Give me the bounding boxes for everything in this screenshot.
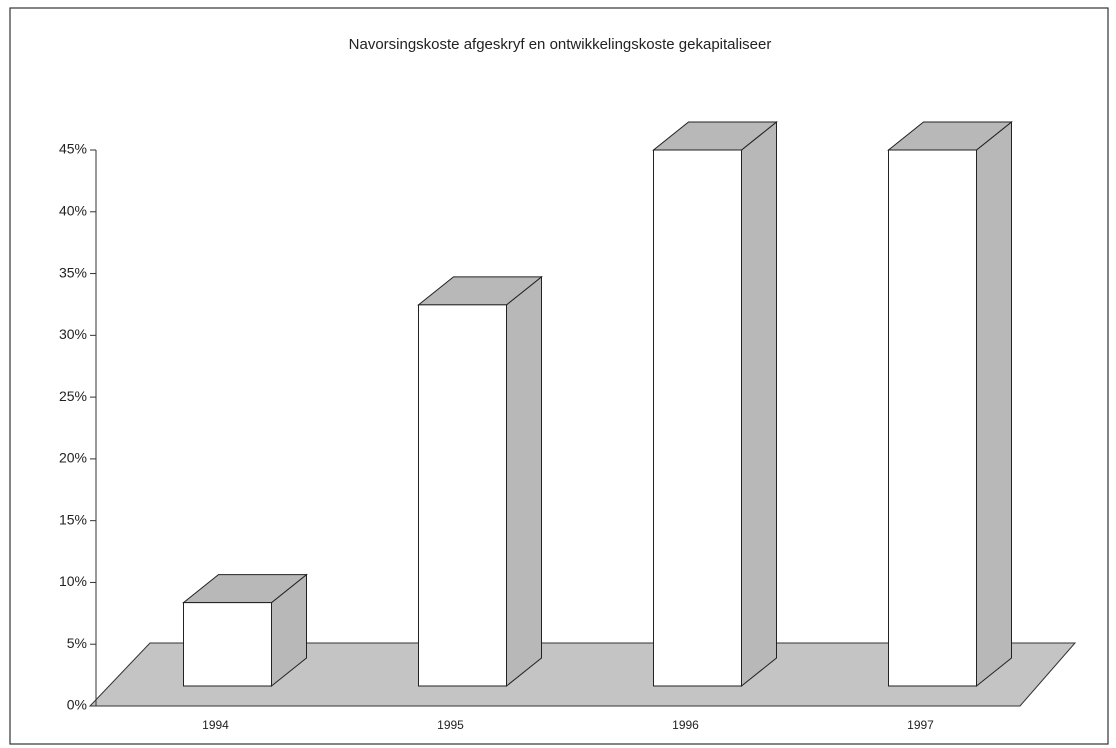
bar-front — [888, 149, 977, 687]
bar-side — [976, 120, 1012, 688]
x-tick-label: 1997 — [907, 718, 934, 732]
bar-side — [506, 275, 542, 688]
y-tick-label: 15% — [59, 511, 87, 527]
y-tick-label: 35% — [59, 264, 87, 280]
y-tick-label: 10% — [59, 573, 87, 589]
y-tick-label: 40% — [59, 202, 87, 218]
chart-title: Navorsingskoste afgeskryf en ontwikkelin… — [349, 36, 772, 53]
bar — [417, 275, 543, 688]
bar-front — [653, 149, 742, 687]
y-tick-label: 0% — [67, 697, 87, 713]
bar-front — [183, 602, 272, 687]
y-tick-label: 20% — [59, 450, 87, 466]
floor — [88, 642, 1077, 707]
bar — [887, 120, 1013, 688]
x-tick-label: 1994 — [202, 718, 229, 732]
y-tick-label: 30% — [59, 326, 87, 342]
y-tick-label: 5% — [67, 635, 87, 651]
x-tick-label: 1995 — [437, 718, 464, 732]
x-tick-label: 1996 — [672, 718, 699, 732]
y-tick-label: 25% — [59, 388, 87, 404]
y-tick-label: 45% — [59, 141, 87, 157]
bar — [182, 573, 308, 688]
bar-front — [418, 304, 507, 687]
bar — [652, 120, 778, 688]
bar-side — [741, 120, 777, 688]
